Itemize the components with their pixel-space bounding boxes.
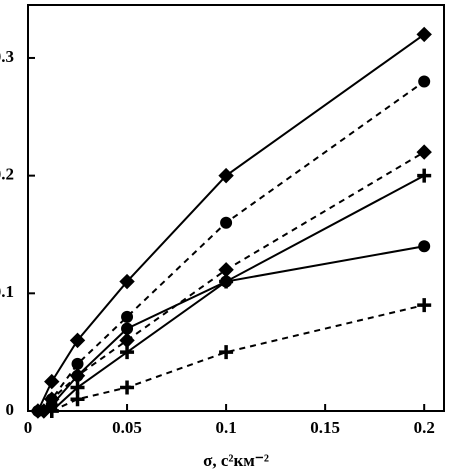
circle-marker <box>418 240 431 253</box>
circle-marker <box>71 357 84 370</box>
x-tick-label: 0.2 <box>414 418 435 437</box>
diamond-marker <box>416 144 432 160</box>
diamond-marker <box>416 26 432 43</box>
series-line <box>37 80 425 412</box>
circle-marker <box>220 275 233 288</box>
circle-marker <box>121 310 134 323</box>
cross-marker <box>219 345 234 360</box>
diamond-marker <box>119 273 135 290</box>
circle-marker <box>121 322 134 335</box>
cross-marker <box>70 392 85 407</box>
series-line <box>43 151 425 412</box>
series-line <box>51 304 425 412</box>
series-line <box>51 245 425 406</box>
cross-marker <box>417 168 432 183</box>
cross-marker <box>44 404 59 418</box>
x-tick-label: 0.15 <box>310 418 340 437</box>
diamond-marker <box>44 373 60 390</box>
diamond-marker <box>218 167 234 184</box>
cross-marker <box>120 380 135 395</box>
x-tick-label: 0 <box>24 418 33 437</box>
circle-marker <box>418 75 431 88</box>
series-line <box>51 174 425 412</box>
y-tick-label: 0.2 <box>0 165 14 184</box>
x-axis-label: σ, c²км⁻² <box>203 451 269 470</box>
cross-marker <box>70 380 85 395</box>
y-tick-label: 0 <box>6 400 15 419</box>
y-tick-label: 0.3 <box>0 47 14 66</box>
plot-frame <box>27 4 445 412</box>
cross-marker <box>120 345 135 360</box>
cross-marker <box>417 298 432 313</box>
circle-marker <box>71 369 84 382</box>
x-tick-label: 0.05 <box>112 418 142 437</box>
x-tick-label: 0.1 <box>215 418 236 437</box>
diamond-marker <box>69 332 86 349</box>
circle-marker <box>220 216 233 229</box>
y-tick-label: 0.1 <box>0 282 14 301</box>
